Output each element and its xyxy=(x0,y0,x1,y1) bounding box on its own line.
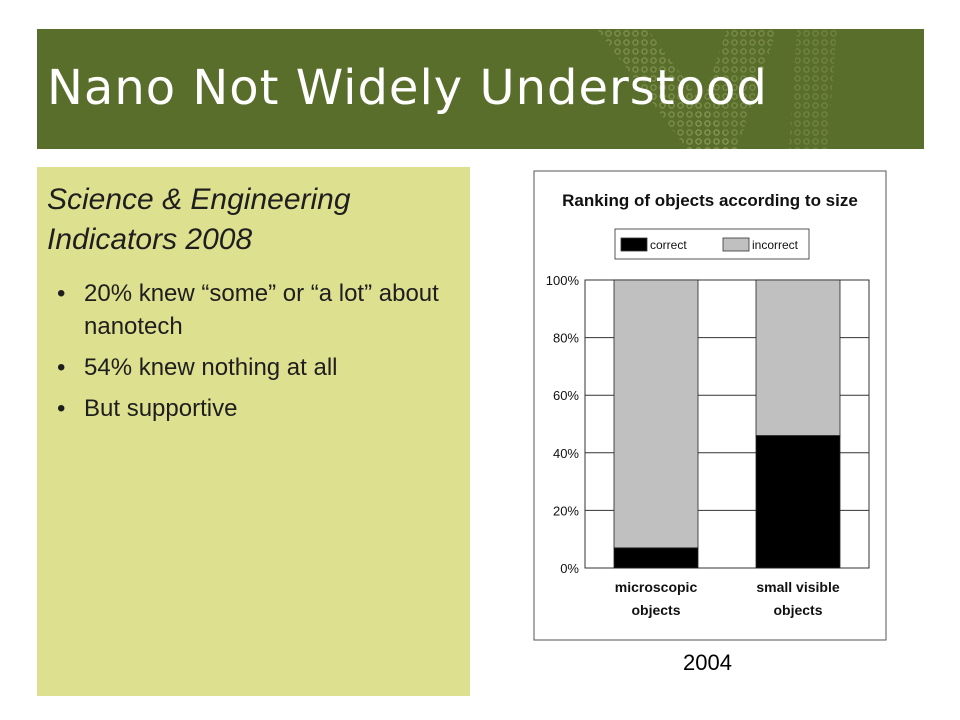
y-tick-label: 20% xyxy=(553,503,579,518)
x-category-label: microscopic xyxy=(615,579,698,595)
text-panel: Science & Engineering Indicators 2008 • 2… xyxy=(37,167,470,696)
legend-swatch-correct xyxy=(620,237,648,252)
bar-incorrect xyxy=(755,279,841,436)
title-bar: Nano Not Widely Understood xyxy=(37,29,924,149)
bullet-dot-icon: • xyxy=(57,280,66,307)
chart-title: Ranking of objects according to size xyxy=(562,191,858,210)
bar-incorrect xyxy=(613,279,699,549)
slide-title: Nano Not Widely Understood xyxy=(47,60,768,116)
x-category-label: objects xyxy=(631,602,680,618)
size-ranking-chart: Ranking of objects according to size corr… xyxy=(533,170,887,641)
y-tick-label: 80% xyxy=(553,331,579,346)
bullet-dot-icon: • xyxy=(57,395,66,422)
bullet-text: 20% knew “some” or “a lot” about nanotec… xyxy=(84,280,439,340)
legend-swatch-incorrect xyxy=(722,237,750,252)
bullet-list: • 20% knew “some” or “a lot” about nanote… xyxy=(57,277,457,433)
x-category-label: small visible xyxy=(756,579,839,595)
bullet-text: 54% knew nothing at all xyxy=(84,354,338,381)
legend-label-correct: correct xyxy=(650,238,687,252)
bullet-text: But supportive xyxy=(84,395,238,422)
y-tick-label: 60% xyxy=(553,388,579,403)
bullet-item: • 54% knew nothing at all xyxy=(57,351,457,384)
legend-label-incorrect: incorrect xyxy=(752,238,799,252)
bullet-item: • But supportive xyxy=(57,392,457,425)
bullet-dot-icon: • xyxy=(57,354,66,381)
chart-year-caption: 2004 xyxy=(683,650,732,675)
bar-correct xyxy=(755,435,841,569)
bar-correct xyxy=(613,547,699,569)
y-tick-label: 100% xyxy=(546,273,580,288)
nanotube-decoration xyxy=(597,29,837,149)
y-tick-label: 40% xyxy=(553,446,579,461)
bullet-item: • 20% knew “some” or “a lot” about nanote… xyxy=(57,277,457,343)
y-tick-label: 0% xyxy=(560,561,579,576)
source-heading: Science & Engineering Indicators 2008 xyxy=(47,183,351,256)
x-category-label: objects xyxy=(773,602,822,618)
